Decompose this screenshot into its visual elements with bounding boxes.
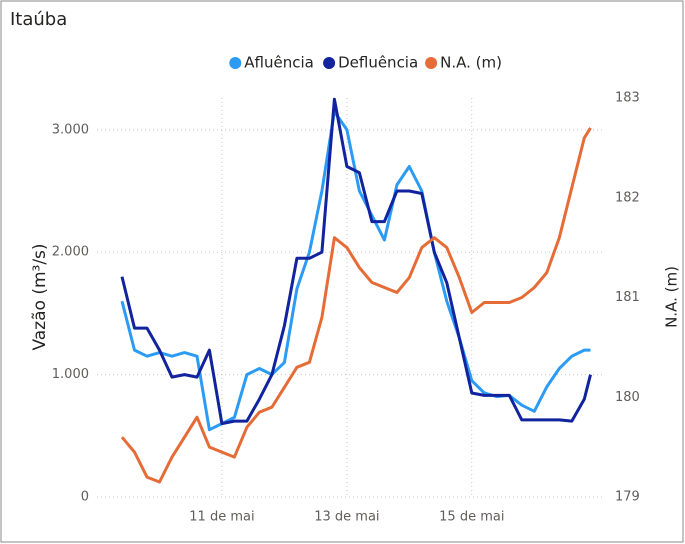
y-tick-label: 0 [81,490,89,505]
series-line [120,110,591,432]
y-tick-label: 1.000 [52,367,89,382]
y2-tick-label: 183 [615,91,640,106]
legend-marker [323,57,336,69]
y2-tick-label: 181 [615,290,640,305]
series-line [120,127,592,484]
legend-label: N.A. (m) [440,54,502,72]
y-tick-label: 2.000 [52,245,89,260]
chart-title: Itaúba [10,9,67,30]
y-axis-label: Vazão (m³/s) [30,243,50,350]
y-tick-label: 3.000 [52,122,89,137]
series-line [120,97,592,426]
y2-tick-label: 179 [615,490,640,505]
y2-axis-label: N.A. (m) [663,266,681,328]
legend-label: Afluência [244,54,314,72]
legend-marker [425,57,438,69]
y2-tick-label: 180 [615,390,640,405]
x-tick-label: 15 de mai [439,510,504,525]
x-tick-label: 13 de mai [314,510,379,525]
y2-tick-label: 182 [615,190,640,205]
legend-marker [229,57,242,69]
x-tick-label: 11 de mai [189,510,254,525]
legend-label: Defluência [338,54,418,72]
